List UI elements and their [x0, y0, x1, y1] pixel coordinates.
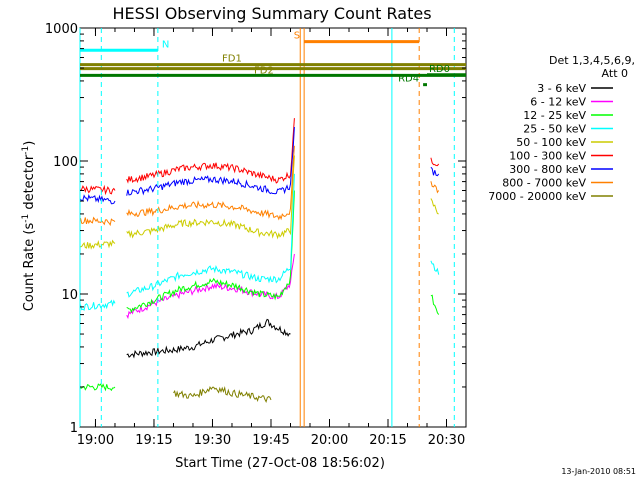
y-tick-label-100: 100 [53, 155, 78, 170]
series-line-2-2 [430, 294, 440, 315]
y-axis-label-sup-2: -1 [21, 146, 31, 155]
x-tick-label-2000: 20:00 [311, 433, 348, 448]
status-bar-label-rd0: RD0 [429, 64, 450, 75]
status-bar-label-fd1: FD1 [222, 54, 242, 65]
axes: 1 10 100 1000 19:00 19:15 19:30 19:45 20:00 20:15… [45, 22, 467, 448]
plot-area: N FD1 FD2 S RD4 RD0 [79, 28, 466, 427]
status-bar-label-s: S [294, 31, 300, 42]
series-line-3-0 [80, 299, 116, 311]
series-line-5-2 [430, 157, 440, 167]
legend-label-8: 7000 - 20000 keV [488, 190, 586, 203]
series-line-7-0 [80, 216, 116, 227]
series-300to800keV [80, 126, 440, 205]
y-axis-label: Count Rate (s-1 detector-1) [21, 141, 37, 312]
series-line-6-0 [80, 194, 116, 205]
plot-frame [79, 27, 467, 428]
series-50to100keV [80, 155, 439, 250]
chart-title: HESSI Observing Summary Count Rates [112, 4, 431, 23]
series-line-0-0 [126, 318, 291, 359]
series-line-5-0 [80, 184, 116, 196]
x-tick-label-1945: 19:45 [252, 433, 289, 448]
y-axis-label-base: Count Rate (s [22, 223, 37, 312]
series-3to6keV [126, 318, 291, 359]
series-12to25keV [80, 190, 440, 392]
series-line-4-0 [80, 239, 116, 250]
series-line-7-2 [430, 181, 440, 194]
series-line-4-2 [430, 198, 439, 215]
x-tick-label-1930: 19:30 [194, 433, 231, 448]
legend-header-2: Att 0 [602, 67, 628, 80]
series-line-2-0 [80, 383, 116, 392]
y-tick-label-1: 1 [70, 421, 78, 436]
x-tick-label-1900: 19:00 [77, 433, 114, 448]
series-line-7-1 [126, 145, 295, 221]
x-tick-label-2015: 20:15 [369, 433, 406, 448]
series-line-1-0 [126, 253, 295, 320]
x-tick-label-2030: 20:30 [428, 433, 465, 448]
legend-label-1: 6 - 12 keV [530, 96, 586, 109]
series-line-6-1 [126, 126, 295, 196]
y-tick-label-1000: 1000 [45, 22, 78, 37]
legend-label-2: 12 - 25 keV [523, 109, 586, 122]
footer-timestamp: 13-Jan-2010 08:51 [561, 467, 636, 476]
y-axis-label-end: ) [22, 141, 37, 146]
x-tick-label-1915: 19:15 [135, 433, 172, 448]
legend-label-6: 300 - 800 keV [509, 163, 586, 176]
legend-label-0: 3 - 6 keV [537, 82, 586, 95]
series-line-4-1 [126, 155, 295, 240]
series-line-8-0 [173, 386, 272, 404]
series-25to50keV [80, 173, 440, 311]
series-line-6-2 [430, 166, 440, 177]
series-line-5-1 [126, 118, 295, 184]
series-6to12keV [126, 253, 295, 320]
series-line-3-2 [430, 260, 440, 275]
series-800to7000keV [80, 145, 440, 227]
legend-label-7: 800 - 7000 keV [502, 177, 586, 190]
x-axis-label: Start Time (27-Oct-08 18:56:02) [175, 456, 385, 471]
legend-label-5: 100 - 300 keV [509, 150, 586, 163]
status-bar-label-n: N [162, 39, 169, 50]
status-bar-label-rd4: RD4 [398, 74, 419, 85]
series-100to300keV [80, 118, 440, 196]
y-axis-label-sup-1: -1 [21, 214, 31, 223]
y-tick-label-10: 10 [61, 288, 78, 303]
y-axis-label-text: Count Rate (s-1 detector-1) [21, 141, 37, 312]
legend-header-1: Det 1,3,4,5,6,9, [549, 54, 635, 67]
legend-label-4: 50 - 100 keV [516, 136, 586, 149]
series-line-2-1 [126, 190, 295, 314]
series-line-3-1 [126, 173, 295, 298]
status-bar-label-fd2: FD2 [254, 66, 274, 77]
legend-label-3: 25 - 50 keV [523, 123, 586, 136]
series-7000to20000keV [173, 386, 272, 404]
y-axis-label-mid: detector [22, 154, 37, 214]
